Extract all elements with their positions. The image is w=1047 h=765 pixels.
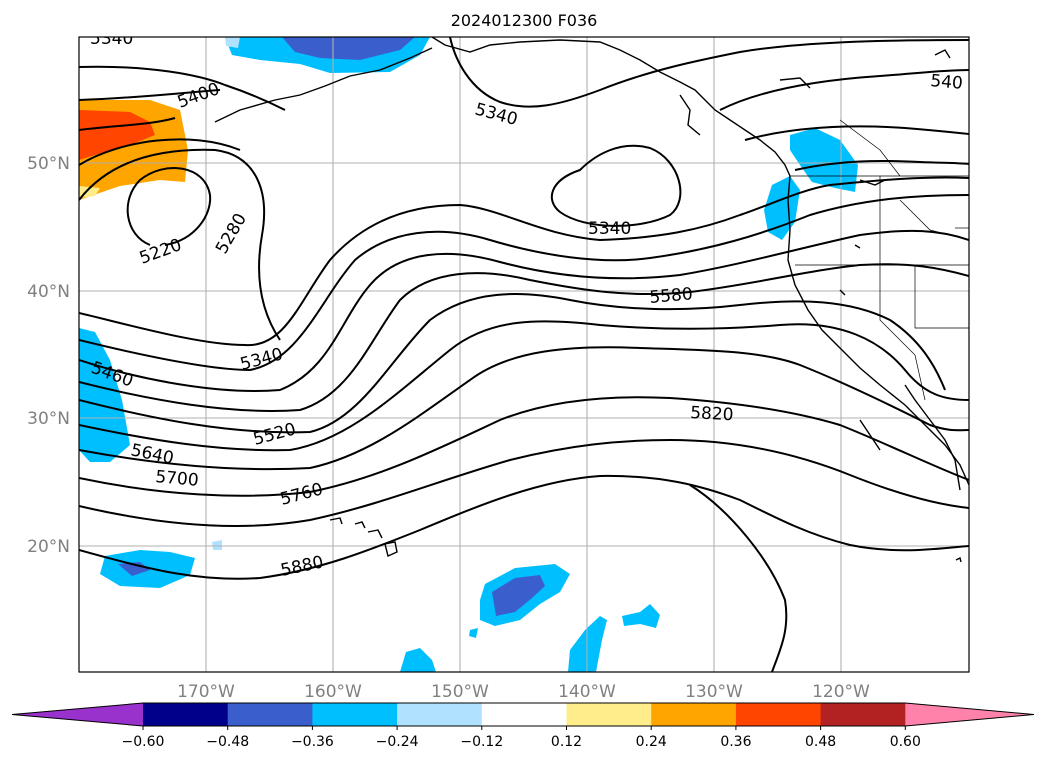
geopotential-contours (79, 37, 969, 672)
longitude-labels: 170°W 160°W 150°W 140°W 130°W 120°W (177, 682, 870, 702)
colorbar-segment (820, 703, 906, 726)
contour-label: 5640 (129, 440, 175, 469)
lon-label-130w: 130°W (685, 682, 743, 702)
contour-label: 5340 (473, 100, 520, 131)
latitude-labels: 50°N 40°N 30°N 20°N (27, 154, 70, 557)
colorbar-segment (312, 703, 398, 726)
contour-label: 5880 (279, 552, 325, 581)
lon-label-160w: 160°W (304, 682, 362, 702)
colorbar-tick-label: −0.12 (460, 734, 503, 750)
lon-label-150w: 150°W (431, 682, 489, 702)
plot-frame (78, 36, 970, 673)
colorbar-tick-label: 0.12 (551, 734, 582, 750)
colorbar-segment (227, 703, 313, 726)
contour-label: 5760 (278, 479, 325, 510)
colorbar-tick-label: 0.48 (805, 734, 836, 750)
lat-label-50n: 50°N (27, 154, 70, 174)
colorbar-tick-label: 0.24 (636, 734, 667, 750)
colorbar-tick-label: −0.60 (122, 734, 165, 750)
colorbar-tick-label: 0.36 (720, 734, 751, 750)
colorbar-segment (481, 703, 567, 726)
colorbar-segment (735, 703, 822, 726)
map-title: 2024012300 F036 (451, 11, 598, 30)
lon-label-170w: 170°W (177, 682, 235, 702)
lat-label-30n: 30°N (27, 409, 70, 429)
contour-label: 5700 (155, 467, 200, 491)
graticule (79, 37, 969, 672)
colorbar-tick-label: −0.36 (291, 734, 334, 750)
contour-label: 5520 (251, 419, 298, 450)
lat-label-20n: 20°N (27, 537, 70, 557)
colorbar-segment (566, 703, 652, 726)
colorbar-tick-label: 0.60 (890, 734, 921, 750)
contour-label: 5280 (212, 210, 251, 257)
lon-label-140w: 140°W (558, 682, 616, 702)
contour-label: 5340 (90, 29, 133, 49)
colorbar-extend-high (905, 703, 1034, 726)
contour-label: 5580 (649, 284, 694, 308)
colorbar-tick-label: −0.48 (206, 734, 249, 750)
contour-label: 5820 (690, 403, 734, 425)
contour-label: 5220 (137, 235, 184, 269)
contour-label: 540 (930, 71, 964, 94)
colorbar-tick-labels: −0.60 −0.48 −0.36 −0.24 −0.12 0.12 0.24 0.36 0.4… (122, 726, 921, 750)
contour-label-group: 5340 5400 5220 5280 5340 5340 540 5580 5… (88, 29, 964, 581)
contour-label: 5400 (175, 79, 222, 113)
colorbar-segment (651, 703, 737, 726)
lon-label-120w: 120°W (812, 682, 870, 702)
colorbar-segment (397, 703, 483, 726)
colorbar-segment (143, 703, 229, 726)
colorbar (11, 702, 1035, 727)
lat-label-40n: 40°N (27, 282, 70, 302)
contour-label: 5340 (588, 219, 631, 239)
coastlines (214, 37, 969, 563)
colorbar-extend-low (12, 703, 143, 726)
colorbar-tick-label: −0.24 (376, 734, 419, 750)
contour-label: 5340 (238, 344, 285, 375)
